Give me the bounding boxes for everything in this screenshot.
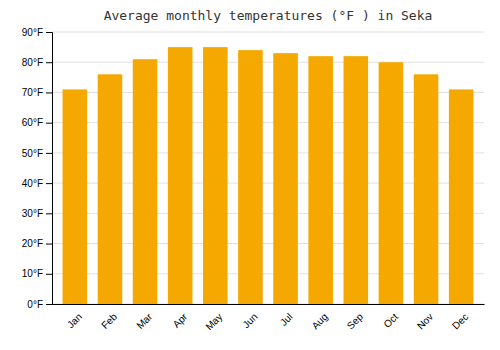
grid-line [52, 62, 484, 63]
y-tick: 70°F [22, 87, 52, 98]
bar [344, 56, 369, 304]
y-tick-label: 0°F [27, 299, 43, 310]
x-axis: Jan Feb Mar Apr May Jun Jul Aug Sep Oct Nov Dec [53, 305, 485, 333]
x-tick: Jun [240, 311, 259, 330]
y-tick-mark [46, 183, 52, 184]
x-tick-label: May [203, 311, 224, 332]
y-tick: 40°F [22, 178, 52, 189]
bar [414, 74, 439, 304]
x-tick: Oct [381, 311, 400, 330]
bar [98, 74, 123, 304]
chart: 0°F 10°F 20°F 30°F 40°F 50°F 60°F 70°F 80°F 90°F J… [0, 0, 500, 350]
x-tick-label: Nov [415, 311, 435, 331]
y-tick-label: 90°F [22, 27, 43, 38]
y-tick: 30°F [22, 208, 52, 219]
grid-line [52, 32, 484, 33]
y-tick-mark [46, 304, 52, 305]
x-tick-label: Feb [99, 311, 119, 331]
y-tick-label: 50°F [22, 148, 43, 159]
y-tick: 90°F [22, 27, 52, 38]
y-tick-label: 40°F [22, 178, 43, 189]
y-tick-mark [46, 213, 52, 214]
bar [379, 62, 404, 304]
y-tick-label: 70°F [22, 87, 43, 98]
x-tick-label: Aug [310, 311, 330, 331]
x-tick: Nov [415, 311, 435, 331]
x-tick: Aug [310, 311, 330, 331]
x-axis-line [53, 304, 485, 305]
x-tick-label: Oct [381, 311, 400, 330]
x-tick-label: Jul [278, 311, 295, 328]
x-tick-label: Jun [240, 311, 259, 330]
x-tick: Dec [450, 311, 470, 331]
x-tick: Feb [99, 311, 119, 331]
y-tick-label: 30°F [22, 208, 43, 219]
bar [133, 59, 158, 304]
y-tick-label: 80°F [22, 57, 43, 68]
title: Average monthly temperatures (°F ) in Se… [104, 8, 433, 23]
y-tick-mark [46, 153, 52, 154]
y-tick-mark [46, 32, 52, 33]
x-tick-label: Dec [450, 311, 470, 331]
bars [63, 47, 474, 304]
bar [308, 56, 333, 304]
bar [273, 53, 298, 304]
y-tick-mark [46, 274, 52, 275]
x-tick: May [203, 311, 224, 332]
y-axis: 0°F 10°F 20°F 30°F 40°F 50°F 60°F 70°F 80°F 90°F [22, 27, 53, 310]
y-tick-label: 20°F [22, 238, 43, 249]
y-tick: 10°F [22, 268, 52, 279]
plot: 0°F 10°F 20°F 30°F 40°F 50°F 60°F 70°F 80°F 90°F J… [22, 27, 485, 333]
y-tick-mark [46, 244, 52, 245]
y-tick: 0°F [27, 299, 52, 310]
bar [168, 47, 193, 304]
y-tick-label: 10°F [22, 268, 43, 279]
x-tick-label: Apr [171, 311, 190, 330]
x-tick-label: Sep [345, 311, 366, 332]
y-tick-label: 60°F [22, 117, 43, 128]
y-tick: 80°F [22, 57, 52, 68]
y-tick: 60°F [22, 117, 52, 128]
grid [52, 32, 484, 304]
bar [203, 47, 228, 304]
bar [449, 89, 474, 304]
bar [238, 50, 263, 304]
x-tick: Apr [171, 311, 190, 330]
y-tick-mark [46, 92, 52, 93]
y-tick-mark [46, 62, 52, 63]
x-tick-label: Jan [65, 311, 84, 330]
y-tick-mark [46, 123, 52, 124]
y-axis-line [46, 33, 53, 305]
x-tick: Jan [65, 311, 84, 330]
x-tick: Jul [278, 311, 295, 328]
x-tick: Mar [134, 311, 154, 331]
bar [63, 89, 88, 304]
x-tick: Sep [345, 311, 366, 332]
y-tick: 50°F [22, 148, 52, 159]
y-tick: 20°F [22, 238, 52, 249]
x-tick-label: Mar [134, 311, 154, 331]
